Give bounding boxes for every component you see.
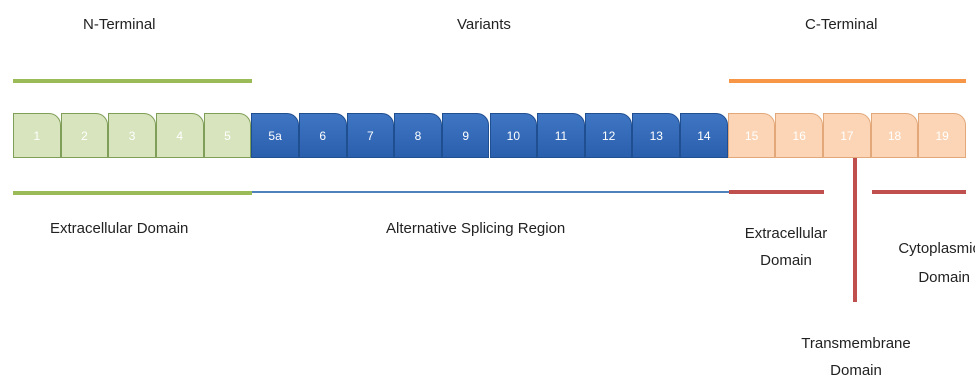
exon-9: 9 [441,113,490,158]
exon-1: 1 [13,113,61,158]
cytoplasmic-line2: Domain [918,269,970,286]
extracellular-domain-label: Extracellular Domain [50,220,189,237]
exon-5: 5 [203,113,252,158]
exon-15: 15 [727,113,776,158]
exon-19: 19 [918,113,966,158]
n-terminal-line [13,79,252,83]
exon-4: 4 [155,113,204,158]
exon-14: 14 [680,113,728,158]
extracellular-c-label: Extracellular Domain [730,220,842,274]
exon-13: 13 [632,113,681,158]
extracellular-n-line [13,191,252,195]
cytoplasmic-line1: Cytoplasmic [898,240,975,257]
variants-label: Variants [457,16,511,33]
alt-splicing-line [252,191,729,193]
transmembrane-line [853,158,857,302]
c-terminal-line [729,79,966,83]
exon-7: 7 [346,113,395,158]
extracellular-c-line1: Extracellular [744,225,828,242]
transmembrane-line2: Domain [830,362,882,379]
exon-11: 11 [537,113,585,158]
exon-6: 6 [298,113,347,158]
alt-splicing-label: Alternative Splicing Region [386,220,566,237]
extracellular-c-line [729,190,824,194]
exon-row: 1 2 3 4 5 5a 6 7 8 9 10 11 12 13 14 15 16 17 18 19 [13,113,966,158]
n-terminal-label: N-Terminal [83,16,156,33]
exon-2: 2 [60,113,109,158]
exon-16: 16 [775,113,824,158]
c-terminal-label: C-Terminal [805,16,878,33]
exon-12: 12 [584,113,633,158]
exon-8: 8 [394,113,442,158]
exon-18: 18 [870,113,919,158]
exon-17: 17 [823,113,871,158]
exon-5a: 5a [251,113,299,158]
transmembrane-label: Transmembrane Domain [783,330,929,384]
cytoplasmic-line [872,190,966,194]
exon-10: 10 [489,113,538,158]
exon-3: 3 [108,113,156,158]
transmembrane-line1: Transmembrane [801,335,911,352]
extracellular-c-line2: Domain [760,252,812,269]
cytoplasmic-label: Cytoplasmic Domain [870,234,975,292]
